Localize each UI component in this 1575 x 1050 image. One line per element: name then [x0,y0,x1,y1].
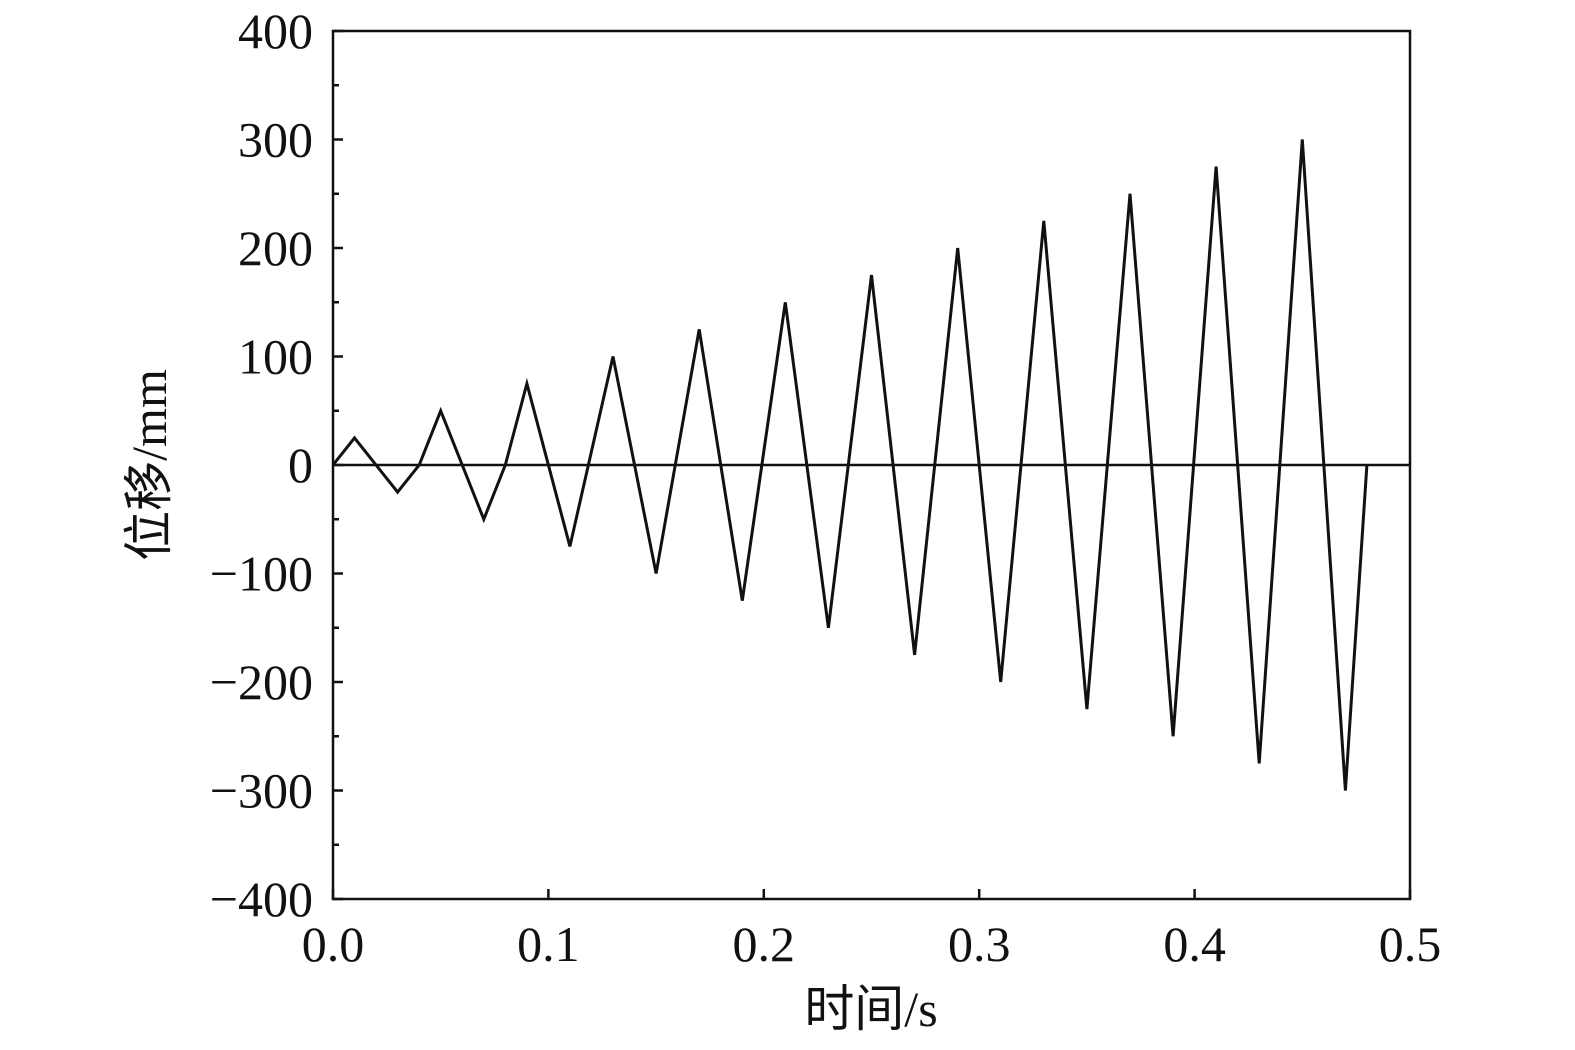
x-tick-label: 0.3 [948,916,1011,972]
y-tick-label: −200 [210,654,313,710]
y-tick-label: 200 [238,220,313,276]
x-tick-label: 0.5 [1379,916,1442,972]
x-tick-label: 0.0 [302,916,365,972]
y-tick-label: −100 [210,546,313,602]
series-line-0 [331,139,1369,791]
y-tick-label: 300 [238,112,313,168]
y-tick-label: −400 [210,871,313,927]
y-tick-label: −300 [210,763,313,819]
x-tick-label: 0.1 [517,916,580,972]
x-tick-label: 0.2 [733,916,796,972]
y-tick-label: 400 [238,3,313,59]
x-tick-label: 0.4 [1163,916,1226,972]
plot-area [331,29,1412,901]
y-axis-title: 位移/mm [121,369,177,561]
y-tick-label: 100 [238,329,313,385]
y-tick-label: 0 [288,437,313,493]
x-axis-title: 时间/s [804,981,937,1037]
axis-ticks [331,29,1412,901]
